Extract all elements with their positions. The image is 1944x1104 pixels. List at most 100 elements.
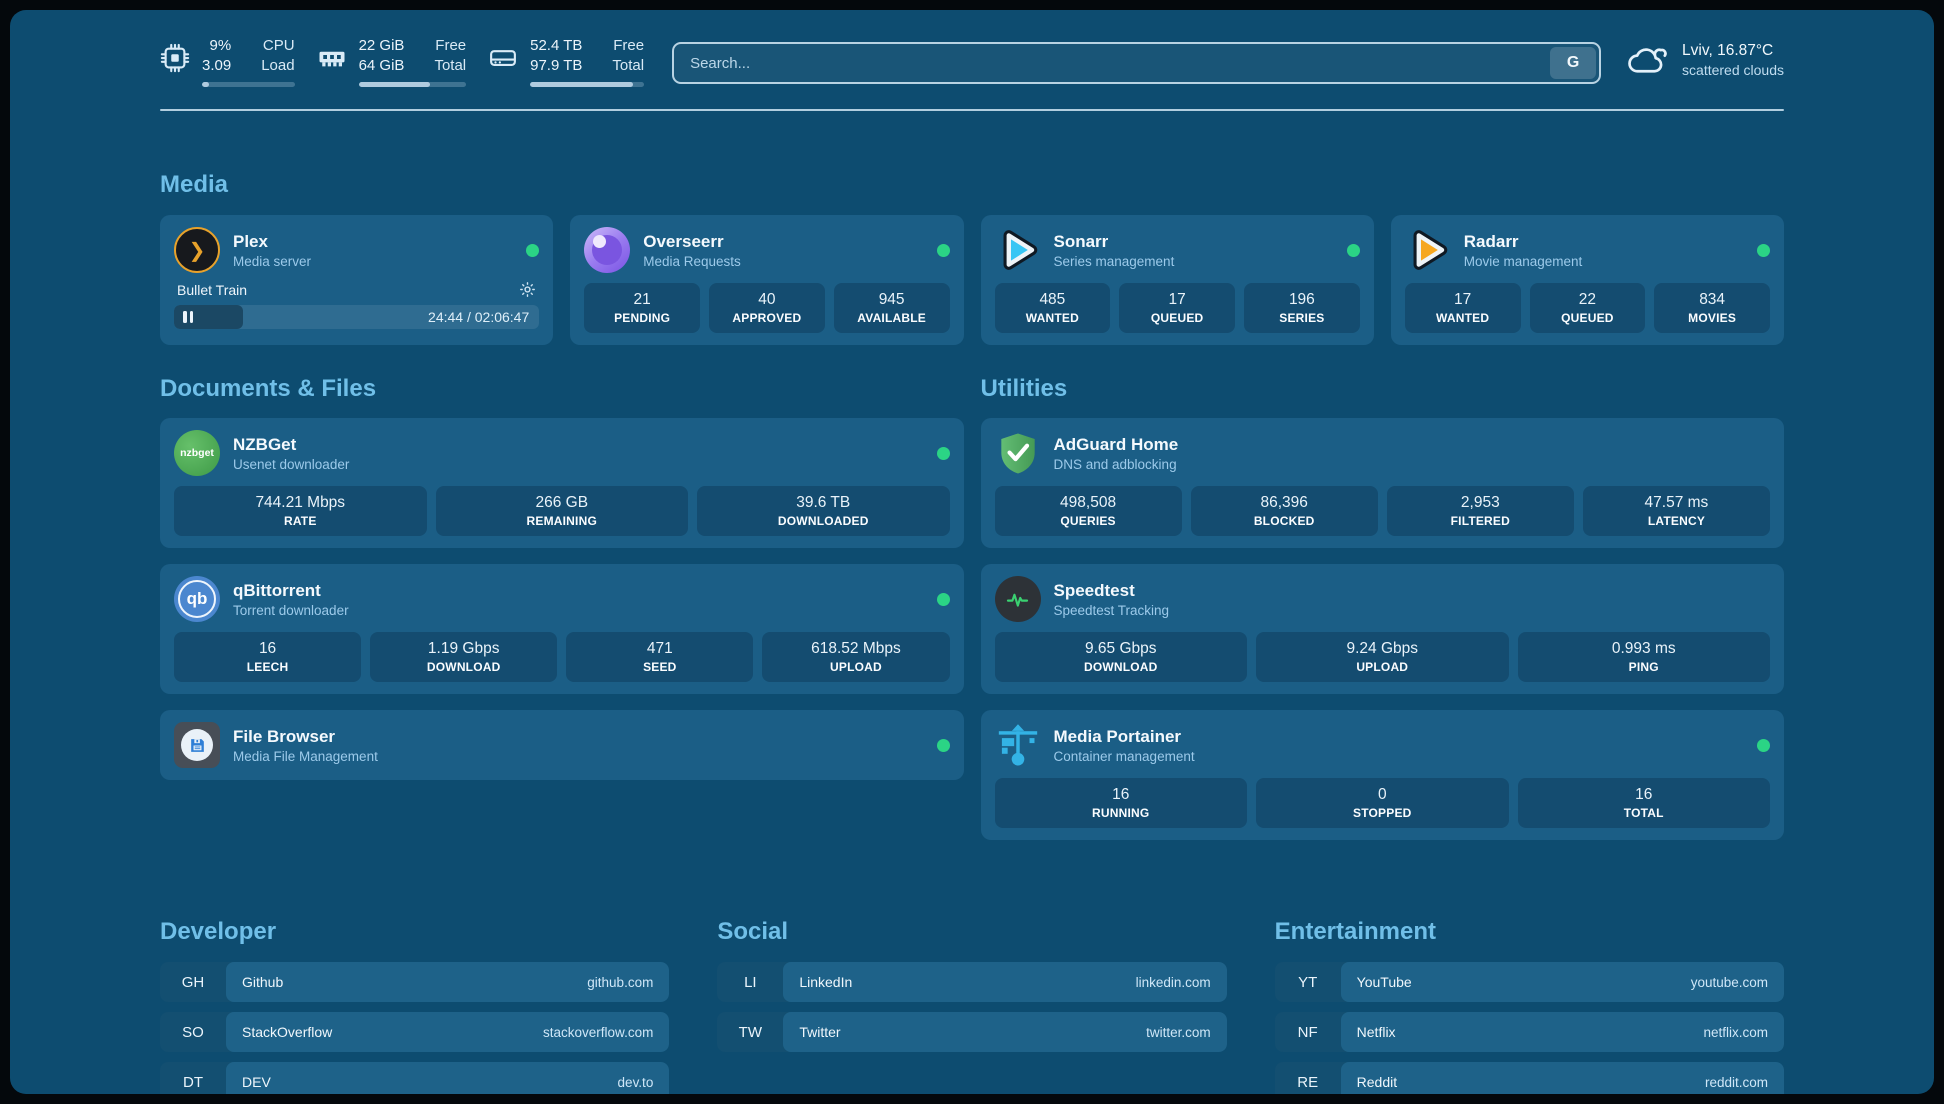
service-title: Speedtest xyxy=(1053,580,1135,600)
service-card-plex[interactable]: ❯ Plex Media server Bullet Train 24:44 / xyxy=(160,215,554,345)
stat-queued: 22 QUEUED xyxy=(1529,283,1646,333)
bookmark-dev[interactable]: DT DEV dev.to xyxy=(160,1062,670,1094)
section-title-social: Social xyxy=(717,918,789,945)
stat-seed: 471 SEED xyxy=(566,632,754,682)
stat-download: 1.19 Gbps DOWNLOAD xyxy=(370,632,558,682)
search-input[interactable] xyxy=(677,54,1551,72)
sonarr-icon xyxy=(1003,230,1037,270)
bookmark-linkedin[interactable]: LI LinkedIn linkedin.com xyxy=(717,962,1227,1002)
stat-blocked: 86,396 BLOCKED xyxy=(1190,486,1378,536)
memory-widget: 22 GiB 64 GiB Free Total xyxy=(317,36,467,87)
status-dot-online xyxy=(1757,243,1770,257)
nzbget-icon: nzbget xyxy=(174,430,220,476)
bookmark-twitter[interactable]: TW Twitter twitter.com xyxy=(717,1012,1227,1052)
search-engine-button[interactable]: G xyxy=(1550,47,1597,79)
section-title-media: Media xyxy=(160,171,229,198)
cloud-icon xyxy=(1628,47,1667,73)
service-title: qBittorrent xyxy=(233,580,321,600)
stat-available: 945 AVAILABLE xyxy=(833,283,950,333)
utilities-column: Utilities AdGuard Home DNS and adblockin… xyxy=(980,375,1784,856)
weather-widget: Lviv, 16.87°C scattered clouds xyxy=(1627,40,1784,79)
stat-wanted: 485 WANTED xyxy=(994,283,1111,333)
service-subtitle: Speedtest Tracking xyxy=(1053,602,1170,618)
memory-free-value: 22 GiB xyxy=(358,37,405,54)
cpu-usage-value: 9% xyxy=(209,37,232,54)
service-card-overseerr[interactable]: Overseerr Media Requests 21 PENDING 40 A… xyxy=(570,215,964,345)
cpu-usage-label: CPU xyxy=(262,37,295,54)
status-dot-online xyxy=(1757,738,1770,752)
stat-queued: 17 QUEUED xyxy=(1119,283,1235,333)
stat-total: 16 TOTAL xyxy=(1517,778,1770,828)
cpu-progress-bar xyxy=(202,82,295,87)
service-subtitle: Media Requests xyxy=(643,253,741,269)
bookmark-group-social: Social LI LinkedIn linkedin.com TW Twitt… xyxy=(717,918,1227,1094)
top-bar: 9% 3.09 CPU Load xyxy=(160,36,1784,87)
weather-condition: scattered clouds xyxy=(1682,62,1784,78)
cpu-load-label: Load xyxy=(261,57,295,74)
bookmark-group-entertainment: Entertainment YT YouTube youtube.com NF … xyxy=(1274,918,1784,1094)
qbittorrent-icon: qb xyxy=(174,576,220,622)
speedtest-icon xyxy=(994,576,1041,622)
service-subtitle: Media File Management xyxy=(233,748,378,764)
cpu-widget: 9% 3.09 CPU Load xyxy=(160,36,295,87)
stat-leech: 16 LEECH xyxy=(174,632,362,682)
memory-icon xyxy=(319,51,345,67)
service-card-qbittorrent[interactable]: qb qBittorrent Torrent downloader 16 LEE… xyxy=(160,564,964,694)
playback-time: 24:44 / 02:06:47 xyxy=(428,309,530,325)
service-subtitle: Media server xyxy=(233,253,312,269)
stat-pending: 21 PENDING xyxy=(584,283,700,333)
filebrowser-icon xyxy=(174,722,220,768)
radarr-icon xyxy=(1413,230,1448,270)
disk-total-label: Total xyxy=(612,57,645,74)
status-dot-online xyxy=(936,592,950,606)
service-card-adguard[interactable]: AdGuard Home DNS and adblocking 498,508 … xyxy=(980,418,1784,548)
stat-queries: 498,508 QUERIES xyxy=(994,486,1182,536)
overseerr-icon xyxy=(584,227,631,273)
memory-total-value: 64 GiB xyxy=(358,57,405,74)
status-dot-online xyxy=(936,243,950,257)
service-card-sonarr[interactable]: Sonarr Series management 485 WANTED 17 Q… xyxy=(980,215,1374,345)
service-subtitle: Torrent downloader xyxy=(233,602,349,618)
bookmark-reddit[interactable]: RE Reddit reddit.com xyxy=(1274,1062,1784,1094)
bookmark-stackoverflow[interactable]: SO StackOverflow stackoverflow.com xyxy=(160,1012,670,1052)
documents-column: Documents & Files nzbget NZBGet Usenet d… xyxy=(160,375,964,856)
plex-icon: ❯ xyxy=(174,227,220,273)
disk-widget: 52.4 TB 97.9 TB Free Total xyxy=(488,36,645,87)
service-card-filebrowser[interactable]: File Browser Media File Management xyxy=(160,710,964,780)
section-title-utilities: Utilities xyxy=(980,375,1068,402)
disk-free-value: 52.4 TB xyxy=(530,37,583,54)
status-dot-online xyxy=(936,446,950,460)
playback-progress-bar[interactable]: 24:44 / 02:06:47 xyxy=(174,305,540,329)
stat-upload: 618.52 Mbps UPLOAD xyxy=(762,632,950,682)
stat-filtered: 2,953 FILTERED xyxy=(1386,486,1574,536)
stat-ping: 0.993 ms PING xyxy=(1517,632,1770,682)
dashboard-panel: 9% 3.09 CPU Load xyxy=(10,10,1934,1094)
transcode-gear-icon[interactable] xyxy=(519,281,536,298)
service-title: File Browser xyxy=(233,726,336,746)
bookmark-netflix[interactable]: NF Netflix netflix.com xyxy=(1274,1012,1784,1052)
adguard-icon xyxy=(1000,433,1035,474)
memory-total-label: Total xyxy=(434,57,467,74)
service-title: NZBGet xyxy=(233,434,297,454)
service-title: AdGuard Home xyxy=(1053,434,1179,454)
service-subtitle: DNS and adblocking xyxy=(1053,456,1177,472)
service-card-portainer[interactable]: Media Portainer Container management 16 … xyxy=(980,710,1784,840)
service-card-nzbget[interactable]: nzbget NZBGet Usenet downloader 744.21 M… xyxy=(160,418,964,548)
status-dot-online xyxy=(1346,243,1360,257)
stat-upload: 9.24 Gbps UPLOAD xyxy=(1256,632,1509,682)
status-dot-online xyxy=(936,738,950,752)
service-subtitle: Container management xyxy=(1053,748,1195,764)
service-title: Radarr xyxy=(1463,231,1519,251)
stat-downloaded: 39.6 TB DOWNLOADED xyxy=(697,486,950,536)
bookmark-github[interactable]: GH Github github.com xyxy=(160,962,670,1002)
service-card-radarr[interactable]: Radarr Movie management 17 WANTED 22 QUE… xyxy=(1390,215,1784,345)
bookmark-youtube[interactable]: YT YouTube youtube.com xyxy=(1274,962,1784,1002)
stat-wanted: 17 WANTED xyxy=(1404,283,1521,333)
weather-location-temp: Lviv, 16.87°C xyxy=(1682,42,1774,59)
service-subtitle: Series management xyxy=(1053,253,1175,269)
now-playing-title: Bullet Train xyxy=(177,281,248,298)
service-card-speedtest[interactable]: Speedtest Speedtest Tracking 9.65 Gbps D… xyxy=(980,564,1784,694)
pause-icon[interactable] xyxy=(183,311,193,323)
stat-download: 9.65 Gbps DOWNLOAD xyxy=(994,632,1247,682)
section-title-developer: Developer xyxy=(160,918,277,945)
